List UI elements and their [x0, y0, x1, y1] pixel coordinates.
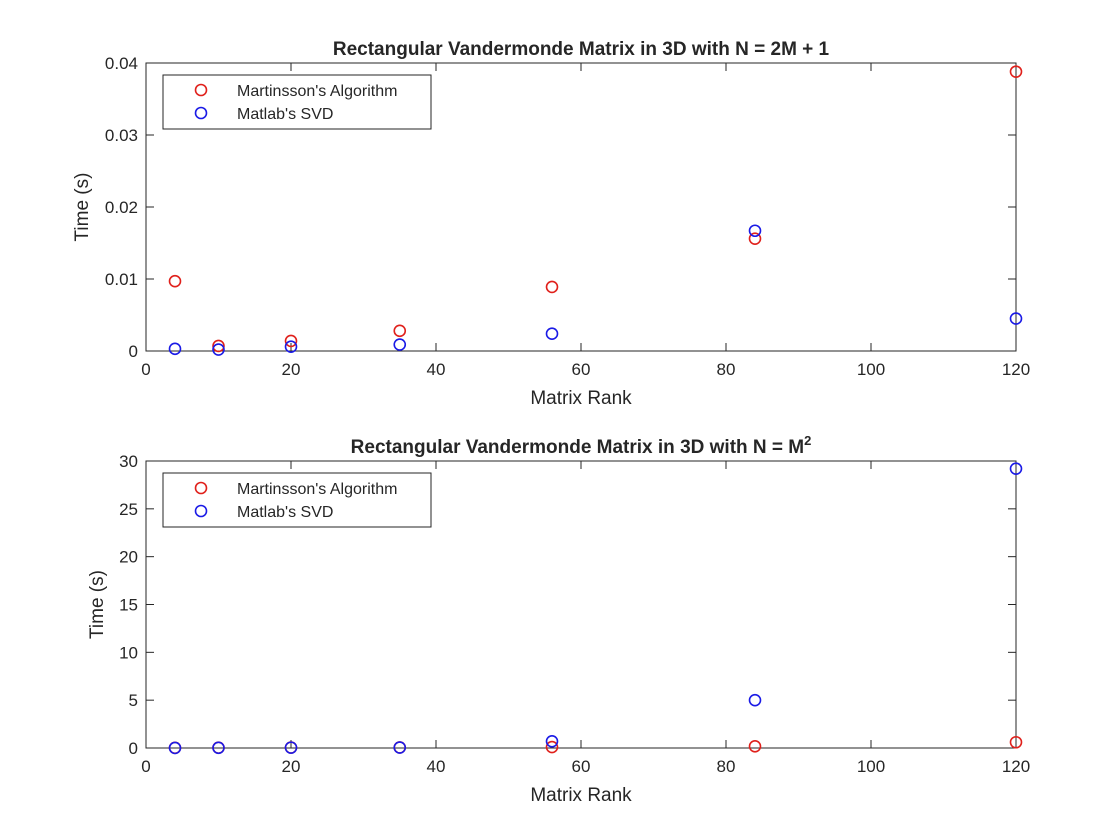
y-tick-label: 0	[129, 342, 138, 361]
x-tick-label: 40	[427, 757, 446, 776]
data-point-series-2	[212, 343, 225, 356]
data-point-series-1	[1009, 65, 1023, 78]
y-axis-label: Time (s)	[87, 570, 108, 639]
chart-title: Rectangular Vandermonde Matrix in 3D wit…	[351, 433, 812, 458]
chart-title: Rectangular Vandermonde Matrix in 3D wit…	[333, 39, 830, 60]
data-point-series-2	[284, 741, 298, 754]
legend-marker	[194, 504, 208, 518]
data-point-series-2	[748, 224, 762, 238]
legend-marker	[194, 106, 208, 120]
legend-entry-label: Martinsson's Algorithm	[237, 83, 397, 100]
data-point-series-2	[393, 741, 407, 754]
chart-panel-1: Rectangular Vandermonde Matrix in 3D wit…	[72, 39, 1030, 409]
data-point-series-2	[168, 342, 182, 356]
data-point-series-2	[168, 741, 182, 755]
y-tick-label: 10	[119, 643, 138, 662]
y-tick-label: 25	[119, 500, 138, 519]
legend-entry-label: Martinsson's Algorithm	[237, 481, 397, 498]
data-point-series-2	[1009, 312, 1023, 325]
y-tick-label: 0.02	[105, 198, 138, 217]
data-point-series-1	[168, 274, 182, 288]
data-point-series-2	[1009, 462, 1023, 475]
data-point-series-2	[212, 741, 225, 755]
x-tick-label: 20	[282, 360, 301, 379]
data-point-series-2	[748, 693, 762, 707]
data-point-series-1	[284, 334, 298, 348]
legend	[162, 472, 432, 528]
x-tick-label: 60	[572, 360, 591, 379]
data-point-series-1	[748, 232, 762, 245]
x-tick-label: 0	[141, 360, 150, 379]
y-tick-label: 15	[119, 596, 138, 615]
y-tick-label: 0	[129, 739, 138, 758]
x-tick-label: 80	[717, 360, 736, 379]
y-tick-label: 0.03	[105, 126, 138, 145]
data-point-series-1	[545, 740, 559, 754]
x-tick-label: 20	[282, 757, 301, 776]
legend	[162, 74, 432, 130]
data-point-series-2	[393, 338, 407, 351]
legend-marker	[194, 83, 208, 97]
data-point-series-1	[748, 739, 762, 753]
data-point-series-2	[284, 340, 298, 353]
chart-title-text: Rectangular Vandermonde Matrix in 3D wit…	[333, 39, 830, 60]
data-point-series-1	[393, 324, 407, 338]
x-axis-label: Matrix Rank	[530, 388, 632, 409]
chart-title-text: Rectangular Vandermonde Matrix in 3D wit…	[351, 437, 804, 458]
y-tick-label: 20	[119, 548, 138, 567]
y-tick-label: 5	[129, 691, 138, 710]
data-point-series-2	[545, 735, 559, 748]
data-point-series-2	[545, 327, 559, 341]
legend-entry-label: Matlab's SVD	[237, 106, 333, 123]
data-point-series-1	[1009, 735, 1023, 749]
x-tick-label: 120	[1002, 757, 1030, 776]
data-point-series-1	[212, 339, 225, 353]
data-point-series-1	[545, 280, 559, 294]
y-tick-label: 0.01	[105, 270, 138, 289]
chart-title-superscript: 2	[804, 433, 811, 448]
x-tick-label: 60	[572, 757, 591, 776]
y-tick-label: 30	[119, 452, 138, 471]
x-tick-label: 100	[857, 360, 885, 379]
legend-marker	[194, 481, 208, 495]
legend-entry-label: Matlab's SVD	[237, 504, 333, 521]
chart-panel-2: Rectangular Vandermonde Matrix in 3D wit…	[87, 433, 1030, 806]
y-axis-label: Time (s)	[72, 173, 93, 242]
x-tick-label: 0	[141, 757, 150, 776]
x-tick-label: 40	[427, 360, 446, 379]
y-tick-label: 0.04	[105, 54, 138, 73]
x-tick-label: 100	[857, 757, 885, 776]
x-axis-label: Matrix Rank	[530, 785, 632, 806]
x-tick-label: 120	[1002, 360, 1030, 379]
x-tick-label: 80	[717, 757, 736, 776]
